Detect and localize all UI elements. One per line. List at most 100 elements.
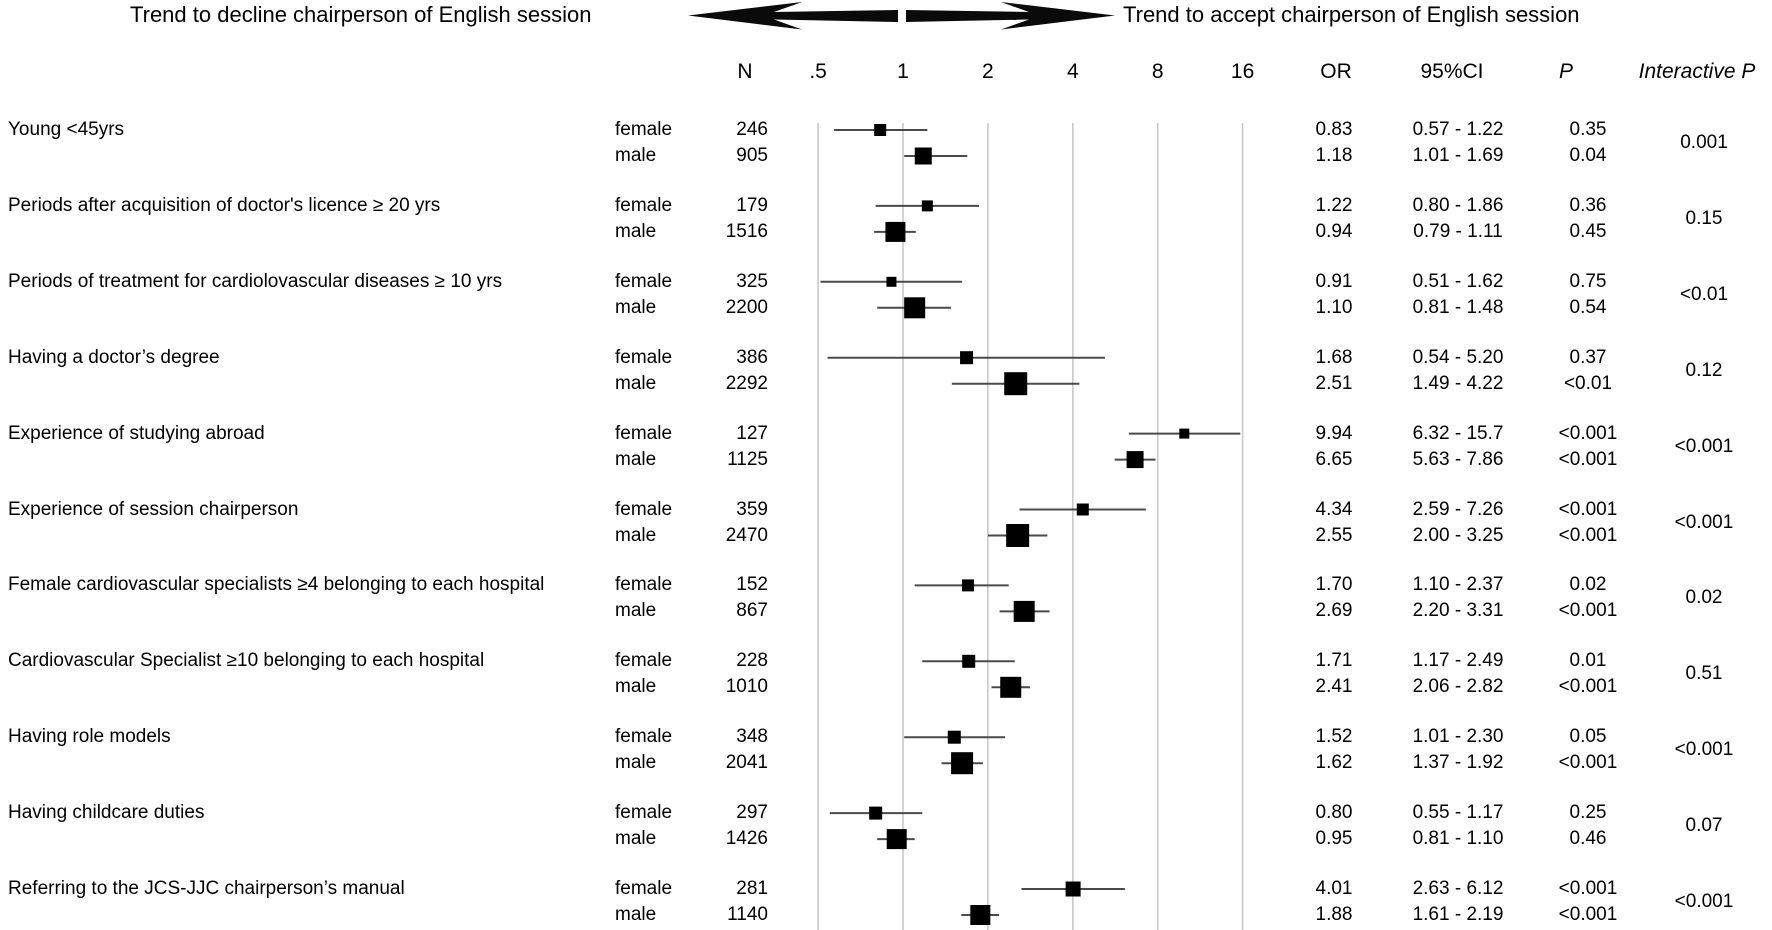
forest-marker	[960, 351, 974, 365]
p-value: <0.001	[1558, 904, 1618, 925]
or-value: 0.83	[1315, 119, 1353, 140]
n-value: 1426	[725, 828, 768, 850]
sex-label: male	[615, 145, 657, 166]
p-value: 0.46	[1569, 828, 1607, 850]
forest-marker	[885, 221, 906, 242]
sex-label: male	[615, 904, 657, 925]
interactive-p-value: <0.001	[1674, 739, 1734, 761]
n-value: 359	[736, 498, 768, 520]
sex-label: male	[615, 600, 657, 622]
forest-marker	[1006, 524, 1030, 547]
right-arrow-icon	[906, 2, 1115, 30]
column-header-n: N	[737, 60, 753, 83]
forest-marker	[1179, 428, 1190, 439]
or-value: 1.22	[1315, 194, 1353, 216]
ci-value: 1.61 - 2.19	[1412, 904, 1504, 925]
forest-marker	[1004, 372, 1028, 396]
p-value: 0.54	[1569, 296, 1607, 318]
p-value: 0.75	[1569, 270, 1607, 292]
sex-label: female	[615, 498, 673, 520]
p-value: <0.001	[1558, 676, 1618, 698]
forest-marker	[904, 297, 926, 319]
n-value: 1010	[725, 676, 768, 698]
n-value: 867	[736, 600, 768, 622]
sex-label: male	[615, 828, 657, 850]
forest-marker	[1076, 503, 1089, 516]
column-header-interactive-p: Interactive P	[1638, 60, 1756, 83]
ci-value: 0.55 - 1.17	[1412, 802, 1504, 824]
or-value: 1.70	[1315, 574, 1353, 596]
sex-label: male	[615, 676, 657, 698]
p-value: <0.001	[1558, 498, 1618, 520]
column-header-ci: 95%CI	[1420, 60, 1484, 83]
or-value: 0.95	[1315, 828, 1353, 850]
sex-label: female	[615, 802, 673, 824]
n-value: 1516	[725, 220, 768, 242]
n-value: 2041	[725, 752, 768, 774]
sex-label: female	[615, 726, 673, 748]
interactive-p-value: 0.15	[1685, 207, 1723, 229]
interactive-p-value: 0.51	[1685, 663, 1723, 685]
sex-label: female	[615, 878, 673, 899]
ci-value: 0.81 - 1.48	[1412, 296, 1504, 318]
or-value: 1.68	[1315, 346, 1353, 368]
or-value: 2.55	[1315, 524, 1353, 546]
or-value: 0.80	[1315, 802, 1353, 824]
p-value: <0.01	[1563, 372, 1613, 394]
group-label: Young <45yrs	[8, 119, 125, 140]
n-value: 179	[736, 194, 768, 216]
ci-value: 0.51 - 1.62	[1412, 270, 1504, 292]
ci-value: 1.17 - 2.49	[1412, 650, 1504, 672]
group-label: Female cardiovascular specialists ≥4 bel…	[8, 574, 545, 596]
or-value: 9.94	[1315, 422, 1353, 444]
p-value: 0.02	[1569, 574, 1607, 596]
ci-value: 2.20 - 3.31	[1412, 600, 1504, 622]
forest-marker	[869, 806, 883, 820]
ci-value: 2.00 - 3.25	[1412, 524, 1504, 546]
or-value: 4.34	[1315, 498, 1353, 520]
group-label: Having role models	[8, 726, 171, 748]
group-label: Experience of session chairperson	[8, 498, 299, 520]
p-value: 0.05	[1569, 726, 1607, 748]
ci-value: 2.06 - 2.82	[1412, 676, 1504, 698]
n-value: 2200	[725, 296, 768, 318]
n-value: 246	[736, 119, 768, 140]
n-value: 325	[736, 270, 768, 292]
sex-label: male	[615, 448, 657, 470]
ci-value: 0.80 - 1.86	[1412, 194, 1504, 216]
p-value: 0.45	[1569, 220, 1607, 242]
or-value: 0.91	[1315, 270, 1353, 292]
n-value: 348	[736, 726, 768, 748]
or-value: 2.41	[1315, 676, 1353, 698]
x-axis-tick-label: 8	[1151, 60, 1164, 83]
p-value: 0.35	[1569, 119, 1607, 140]
group-label: Periods of treatment for cardiolovascula…	[8, 270, 503, 292]
forest-marker	[961, 579, 974, 592]
p-value: <0.001	[1558, 878, 1618, 899]
group-label: Periods after acquisition of doctor's li…	[8, 194, 441, 216]
group-label: Experience of studying abroad	[8, 422, 265, 444]
ci-value: 0.81 - 1.10	[1412, 828, 1504, 850]
forest-marker	[1013, 600, 1035, 622]
forest-marker	[951, 752, 974, 775]
sex-label: male	[615, 524, 657, 546]
n-value: 2470	[725, 524, 768, 546]
x-axis-tick-label: .5	[809, 60, 827, 83]
interactive-p-value: <0.001	[1674, 511, 1734, 533]
n-value: 297	[736, 802, 768, 824]
or-value: 0.94	[1315, 220, 1353, 242]
interactive-p-value: 0.001	[1680, 132, 1728, 153]
sex-label: female	[615, 194, 673, 216]
x-axis-tick-label: 1	[897, 60, 909, 83]
forest-marker	[1065, 881, 1081, 897]
p-value: <0.001	[1558, 752, 1618, 774]
ci-value: 6.32 - 15.7	[1412, 422, 1504, 444]
group-label: Referring to the JCS-JJC chairperson’s m…	[8, 878, 405, 899]
ci-value: 2.59 - 7.26	[1412, 498, 1504, 520]
p-value: 0.37	[1569, 346, 1607, 368]
p-value: 0.36	[1569, 194, 1607, 216]
group-label: Cardiovascular Specialist ≥10 belonging …	[8, 650, 485, 672]
column-header-p: P	[1558, 60, 1574, 83]
